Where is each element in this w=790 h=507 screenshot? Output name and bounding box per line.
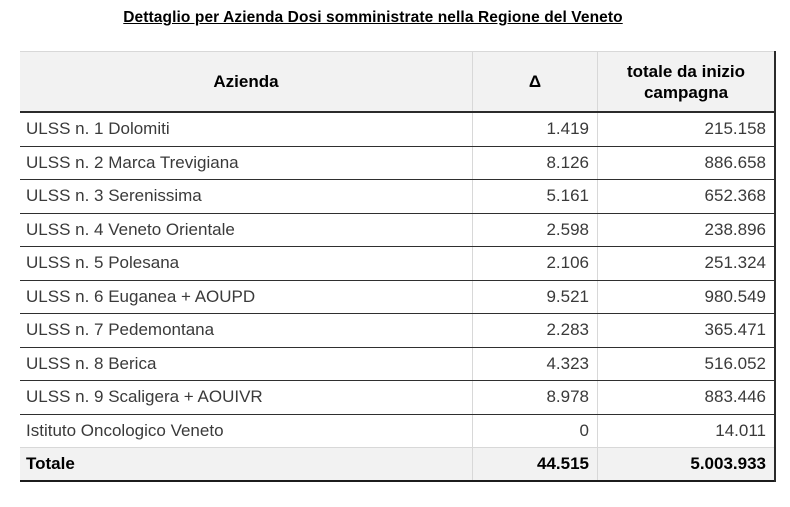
cell-totale: 883.446 bbox=[597, 381, 774, 414]
table-row: ULSS n. 3 Serenissima 5.161 652.368 bbox=[20, 180, 774, 214]
cell-totale: 652.368 bbox=[597, 180, 774, 213]
column-header-delta: Δ bbox=[472, 52, 597, 111]
table-total-row: Totale 44.515 5.003.933 bbox=[20, 447, 774, 482]
cell-delta: 9.521 bbox=[472, 280, 597, 313]
cell-azienda: ULSS n. 3 Serenissima bbox=[26, 186, 202, 206]
cell-totale-label: Totale bbox=[26, 453, 75, 473]
table-row: ULSS n. 8 Berica 4.323 516.052 bbox=[20, 347, 774, 381]
table-row: Istituto Oncologico Veneto 0 14.011 bbox=[20, 414, 774, 448]
cell-azienda: ULSS n. 2 Marca Trevigiana bbox=[26, 152, 239, 172]
page-title: Dettaglio per Azienda Dosi somministrate… bbox=[123, 9, 623, 26]
cell-totale: 215.158 bbox=[597, 113, 774, 146]
table-row: ULSS n. 2 Marca Trevigiana 8.126 886.658 bbox=[20, 146, 774, 180]
cell-delta: 2.598 bbox=[472, 213, 597, 246]
cell-delta: 0 bbox=[472, 414, 597, 447]
table-row: ULSS n. 5 Polesana 2.106 251.324 bbox=[20, 247, 774, 281]
table-header-row: Azienda Δ totale da inizio campagna bbox=[20, 51, 774, 113]
cell-azienda: ULSS n. 4 Veneto Orientale bbox=[26, 219, 235, 239]
cell-delta: 4.323 bbox=[472, 347, 597, 380]
table-row: ULSS n. 1 Dolomiti 1.419 215.158 bbox=[20, 113, 774, 147]
doses-by-azienda-table: Azienda Δ totale da inizio campagna ULSS… bbox=[20, 51, 776, 482]
table-row: ULSS n. 7 Pedemontana 2.283 365.471 bbox=[20, 314, 774, 348]
cell-azienda: ULSS n. 8 Berica bbox=[26, 353, 157, 373]
cell-totale: 251.324 bbox=[597, 247, 774, 280]
cell-azienda: ULSS n. 5 Polesana bbox=[26, 253, 180, 273]
cell-delta: 8.978 bbox=[472, 381, 597, 414]
cell-totale: 238.896 bbox=[597, 213, 774, 246]
cell-totale: 365.471 bbox=[597, 314, 774, 347]
cell-totale: 14.011 bbox=[597, 414, 774, 447]
cell-azienda: Istituto Oncologico Veneto bbox=[26, 420, 224, 440]
table-row: ULSS n. 4 Veneto Orientale 2.598 238.896 bbox=[20, 213, 774, 247]
cell-totale-campagna: 5.003.933 bbox=[597, 447, 774, 480]
cell-azienda: ULSS n. 6 Euganea + AOUPD bbox=[26, 286, 256, 306]
cell-delta: 2.283 bbox=[472, 314, 597, 347]
cell-delta: 8.126 bbox=[472, 146, 597, 179]
table-row: ULSS n. 9 Scaligera + AOUIVR 8.978 883.4… bbox=[20, 381, 774, 415]
cell-azienda: ULSS n. 7 Pedemontana bbox=[26, 320, 215, 340]
cell-azienda: ULSS n. 1 Dolomiti bbox=[26, 119, 170, 139]
cell-totale: 886.658 bbox=[597, 146, 774, 179]
column-header-totale-campagna: totale da inizio campagna bbox=[597, 52, 774, 111]
cell-delta: 2.106 bbox=[472, 247, 597, 280]
cell-delta: 5.161 bbox=[472, 180, 597, 213]
cell-totale: 516.052 bbox=[597, 347, 774, 380]
cell-totale: 980.549 bbox=[597, 280, 774, 313]
cell-delta: 1.419 bbox=[472, 113, 597, 146]
table-row: ULSS n. 6 Euganea + AOUPD 9.521 980.549 bbox=[20, 280, 774, 314]
cell-azienda: ULSS n. 9 Scaligera + AOUIVR bbox=[26, 387, 263, 407]
cell-totale-delta: 44.515 bbox=[472, 447, 597, 480]
column-header-azienda: Azienda bbox=[213, 72, 279, 91]
